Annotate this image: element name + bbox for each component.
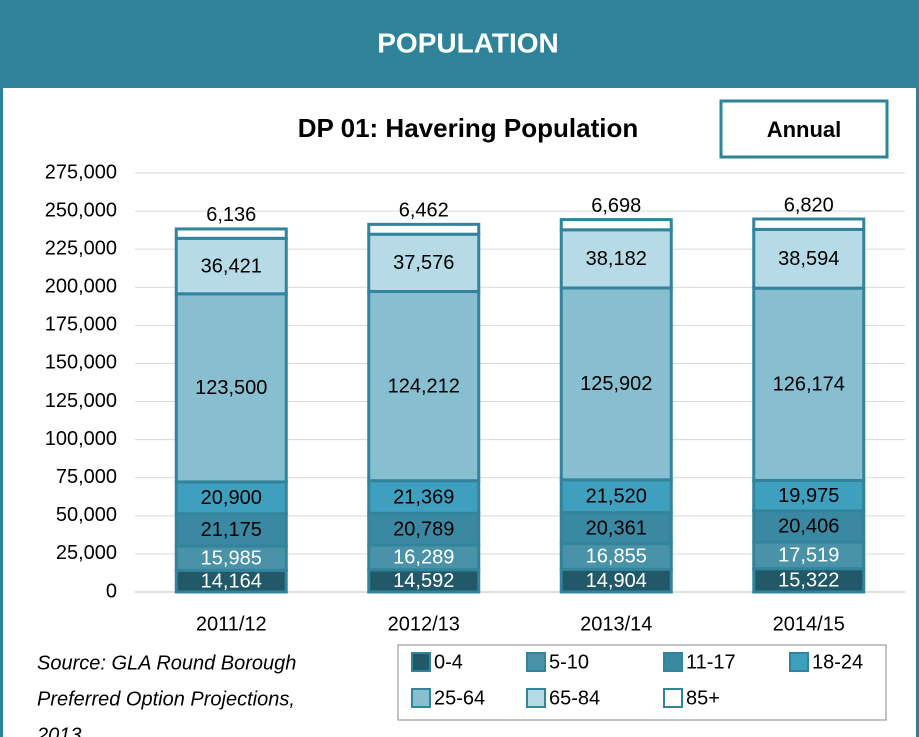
data-label: 126,174 — [773, 374, 845, 396]
data-label: 15,985 — [201, 548, 262, 570]
source-note: Source: GLA Round Borough — [37, 652, 296, 674]
data-label: 16,289 — [393, 547, 454, 569]
data-label: 6,136 — [206, 204, 256, 226]
data-label: 6,462 — [399, 200, 449, 222]
bar-segment — [367, 289, 481, 483]
bar-segment — [367, 232, 481, 293]
data-label: 6,820 — [784, 194, 834, 216]
source-note: Preferred Option Projections, — [37, 688, 295, 710]
annual-button[interactable]: Annual — [719, 99, 889, 159]
data-label: 38,594 — [778, 248, 839, 270]
bar-segment — [174, 236, 288, 296]
data-label: 21,520 — [586, 485, 647, 507]
bar-segment — [367, 222, 481, 236]
data-label: 19,975 — [778, 485, 839, 507]
bar-segment — [752, 509, 866, 544]
data-label: 15,322 — [778, 570, 839, 592]
header-title: POPULATION — [377, 27, 558, 58]
x-tick-label: 2013/14 — [580, 613, 652, 635]
x-tick-label: 2012/13 — [388, 613, 460, 635]
header-band — [0, 0, 919, 88]
data-label: 125,902 — [580, 373, 652, 395]
data-label: 17,519 — [778, 545, 839, 567]
data-label: 20,900 — [201, 487, 262, 509]
legend-swatch — [663, 652, 683, 672]
data-label: 37,576 — [393, 252, 454, 274]
y-tick-label: 25,000 — [56, 542, 117, 564]
button-label[interactable]: Annual — [767, 117, 842, 142]
y-tick-label: 250,000 — [45, 199, 117, 221]
legend-label: 25-64 — [434, 687, 485, 709]
data-label: 14,164 — [201, 570, 262, 592]
bar-segment — [174, 512, 288, 548]
legend-label: 5-10 — [549, 651, 589, 673]
y-tick-label: 0 — [106, 580, 117, 602]
legend-swatch — [526, 652, 546, 672]
x-tick-label: 2014/15 — [773, 613, 845, 635]
y-tick-label: 125,000 — [45, 390, 117, 412]
button-frame[interactable] — [719, 99, 889, 159]
y-tick-label: 175,000 — [45, 314, 117, 336]
data-label: 123,500 — [195, 377, 267, 399]
bar-segment — [559, 511, 673, 546]
y-tick-label: 75,000 — [56, 466, 117, 488]
legend-label: 85+ — [686, 687, 720, 709]
y-tick-label: 225,000 — [45, 237, 117, 259]
data-label: 20,361 — [586, 517, 647, 539]
data-label: 14,904 — [586, 570, 647, 592]
data-label: 124,212 — [388, 375, 460, 397]
data-label: 21,369 — [393, 486, 454, 508]
x-tick-label: 2011/12 — [196, 613, 267, 635]
bar-segment — [174, 480, 288, 516]
legend-label: 0-4 — [434, 651, 463, 673]
data-label: 14,592 — [393, 570, 454, 592]
data-label: 16,855 — [586, 546, 647, 568]
legend-swatch — [789, 652, 809, 672]
legend-label: 65-84 — [549, 687, 600, 709]
bar-segment — [174, 227, 288, 240]
data-label: 36,421 — [201, 255, 262, 277]
data-label: 20,789 — [393, 518, 454, 540]
bar-segment — [752, 478, 866, 513]
y-tick-label: 150,000 — [45, 352, 117, 374]
bar-segment — [559, 218, 673, 232]
y-tick-label: 50,000 — [56, 504, 117, 526]
data-label: 21,175 — [201, 519, 262, 541]
y-tick-label: 275,000 — [45, 161, 117, 183]
data-label: 6,698 — [591, 195, 641, 217]
data-label: 20,406 — [778, 516, 839, 538]
bar-segment — [752, 217, 866, 231]
chart-title: DP 01: Havering Population — [298, 113, 638, 143]
bar-segment — [559, 542, 673, 571]
legend-swatch — [411, 652, 431, 672]
legend-swatch — [663, 688, 683, 708]
legend-swatch — [526, 688, 546, 708]
bar-segment — [367, 511, 481, 547]
y-tick-label: 200,000 — [45, 276, 117, 298]
legend-swatch — [411, 688, 431, 708]
legend-label: 11-17 — [686, 651, 736, 673]
y-tick-label: 100,000 — [45, 428, 117, 450]
legend-label: 18-24 — [812, 651, 863, 673]
bar-segment — [559, 286, 673, 482]
data-label: 38,182 — [586, 248, 647, 270]
source-note: 2013 — [36, 724, 82, 737]
bar-segment — [174, 292, 288, 484]
